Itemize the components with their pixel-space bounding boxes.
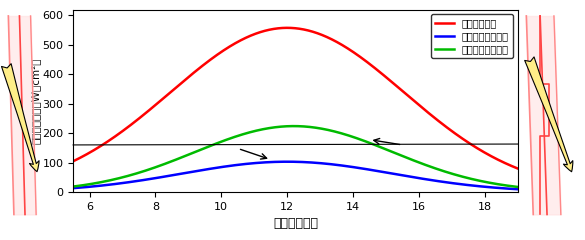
- Line: 透過日射（４段）: 透過日射（４段）: [73, 126, 518, 187]
- 南面鉤直日射: [70, 160, 77, 163]
- 南面鉤直日射: [501, 162, 508, 164]
- 南面鉤直日射: [286, 26, 293, 29]
- X-axis label: 時刻　（時）: 時刻 （時）: [273, 217, 318, 230]
- 透過日射（１段）: [92, 185, 99, 188]
- 透過日射（４段）: [92, 182, 99, 185]
- 南面鉤直日射: [420, 107, 427, 110]
- 南面鉤直日射: [501, 162, 508, 164]
- 透過日射（４段）: [501, 184, 508, 187]
- 透過日射（４段）: [290, 125, 297, 127]
- 透過日射（４段）: [286, 125, 293, 128]
- 南面鉤直日射: [92, 148, 99, 150]
- Y-axis label: 局面日射量　（W／cm²）: 局面日射量 （W／cm²）: [31, 58, 41, 144]
- 南面鉤直日射: [514, 167, 521, 170]
- 透過日射（１段）: [274, 160, 281, 163]
- 透過日射（１段）: [70, 187, 77, 190]
- Line: 南面鉤直日射: 南面鉤直日射: [73, 28, 518, 168]
- 南面鉤直日射: [284, 26, 291, 29]
- Line: 透過日射（１段）: 透過日射（１段）: [73, 162, 518, 189]
- 透過日射（４段）: [501, 184, 508, 187]
- 透過日射（１段）: [284, 160, 291, 163]
- 透過日射（４段）: [420, 163, 427, 166]
- Legend: 南面鉤直日射, 透過日射（１段）, 透過日射（４段）: 南面鉤直日射, 透過日射（１段）, 透過日射（４段）: [431, 14, 513, 58]
- 南面鉤直日射: [274, 27, 281, 30]
- 透過日射（４段）: [70, 185, 77, 188]
- 透過日射（４段）: [274, 126, 281, 128]
- 透過日射（１段）: [286, 160, 293, 163]
- 透過日射（４段）: [514, 186, 521, 188]
- 透過日射（１段）: [514, 188, 521, 191]
- 透過日射（１段）: [420, 177, 427, 180]
- 透過日射（１段）: [501, 187, 508, 190]
- 透過日射（１段）: [501, 187, 508, 190]
